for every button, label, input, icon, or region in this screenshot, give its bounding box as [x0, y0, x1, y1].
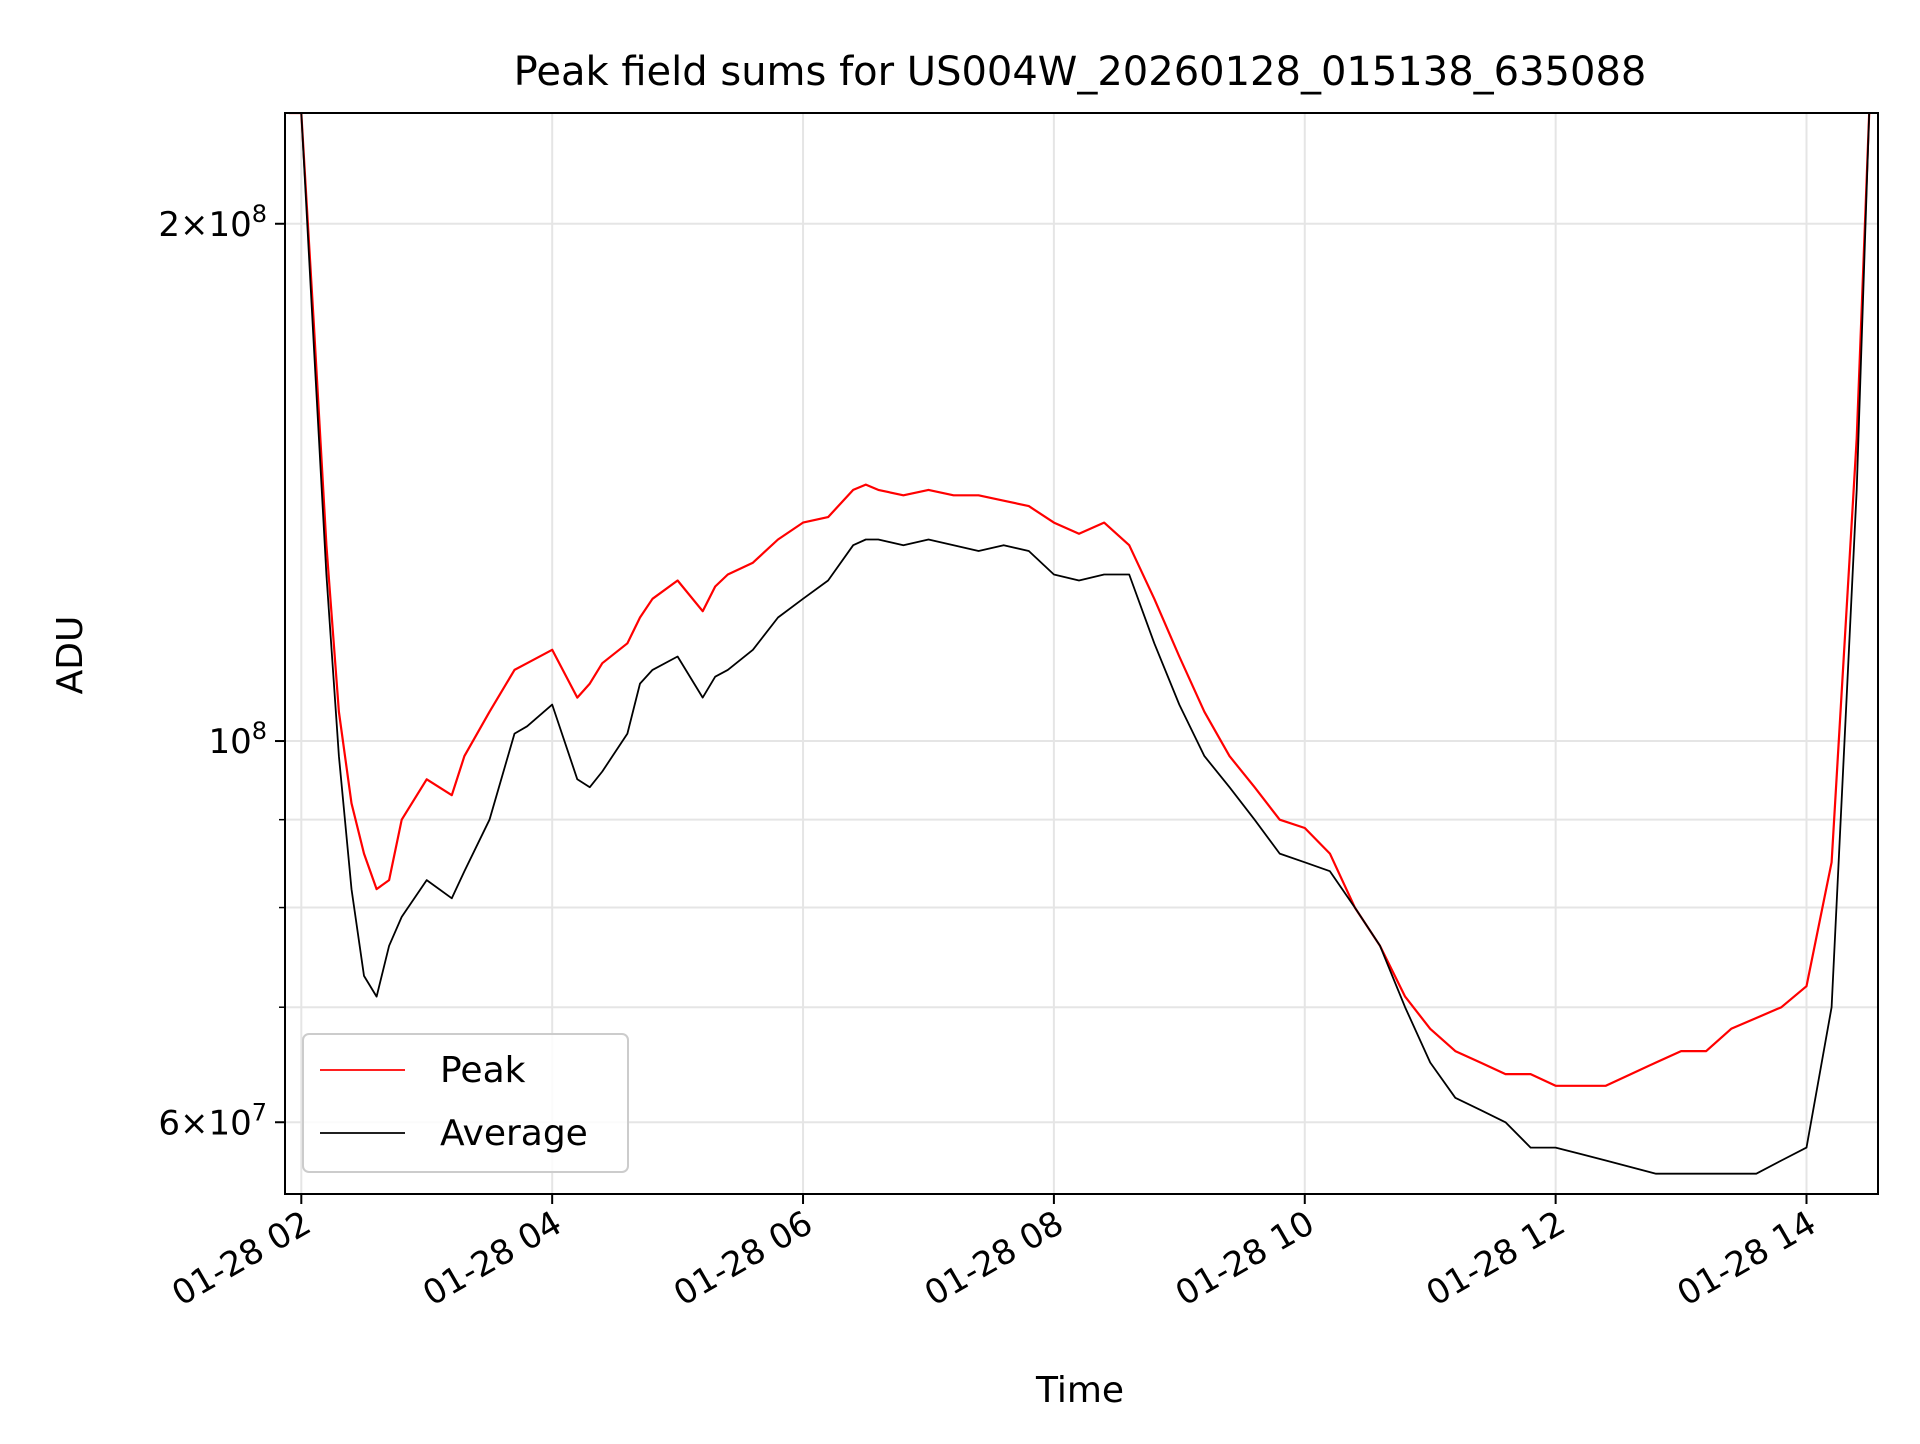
y-tick-label: 6×107 — [158, 1098, 267, 1143]
series-line-average — [288, 113, 1871, 1175]
x-tick-label: 01-28 12 — [1420, 1203, 1572, 1314]
plot-frame — [284, 112, 1879, 1195]
y-tick-label: 108 — [208, 717, 267, 762]
legend-peak-label: Peak — [440, 1050, 526, 1091]
legend-average-label: Average — [440, 1113, 588, 1154]
x-tick-label: 01-28 06 — [667, 1203, 819, 1314]
legend-box — [302, 1033, 629, 1173]
chart-title: Peak field sums for US004W_20260128_0151… — [514, 49, 1647, 95]
legend: Peak Average — [302, 1033, 629, 1173]
x-tick-label: 01-28 02 — [165, 1203, 317, 1314]
plot-lines — [288, 113, 1871, 1175]
grid — [285, 113, 1878, 1194]
x-tick-label: 01-28 10 — [1169, 1203, 1321, 1314]
x-tick-label: 01-28 04 — [416, 1203, 568, 1314]
x-axis-label: Time — [1035, 1370, 1124, 1411]
series-line-peak — [288, 113, 1871, 1087]
y-tick-label: 2×108 — [158, 200, 267, 245]
y-axis-label: ADU — [50, 616, 91, 695]
x-tick-label: 01-28 14 — [1671, 1203, 1823, 1314]
x-tick-label: 01-28 08 — [918, 1203, 1070, 1314]
